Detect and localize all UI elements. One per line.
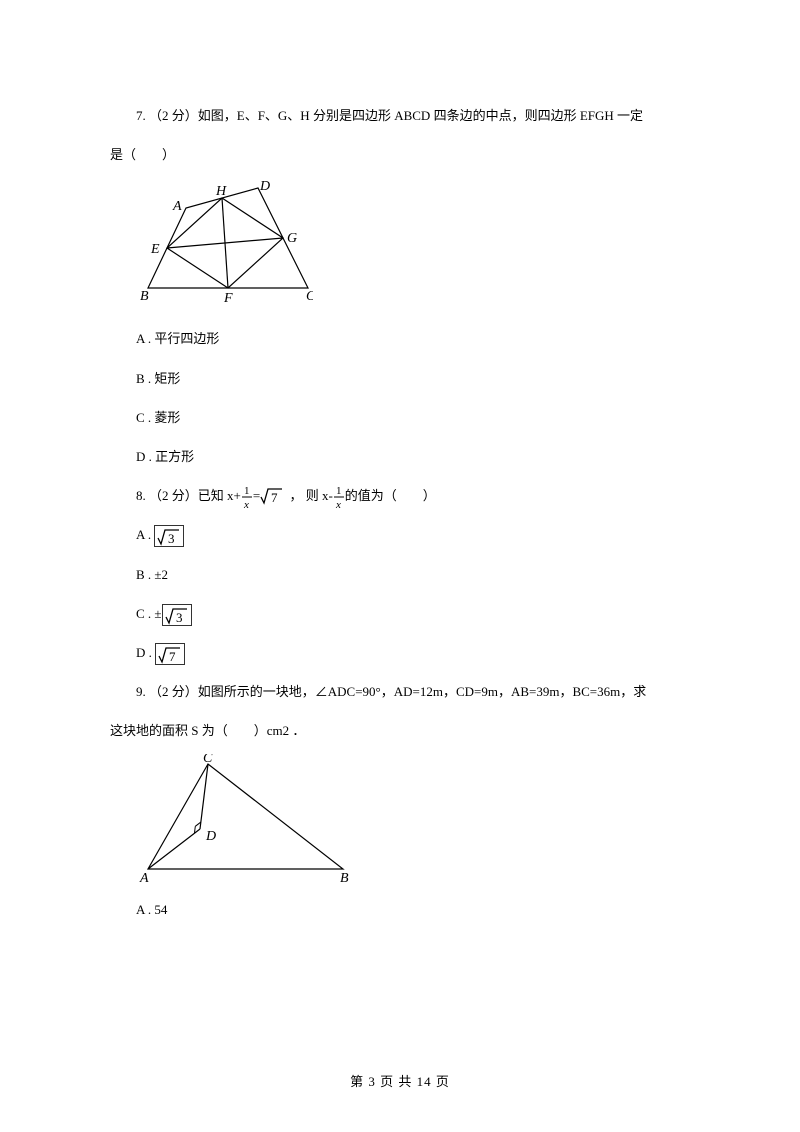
svg-text:B: B	[340, 871, 349, 884]
q7-option-d: D . 正方形	[110, 441, 690, 472]
q8-prefix: 8. （2 分）已知 x+	[136, 488, 241, 503]
svg-text:D: D	[259, 179, 270, 194]
q9-line2: 这块地的面积 S 为（ ）cm2 ．	[110, 715, 690, 746]
footer-mid: 页 共	[376, 1074, 417, 1089]
q7-option-c: C . 菱形	[110, 402, 690, 433]
svg-text:x: x	[243, 499, 249, 510]
svg-text:F: F	[223, 291, 233, 306]
page-footer: 第 3 页 共 14 页	[0, 1071, 800, 1090]
svg-text:7: 7	[169, 649, 176, 664]
svg-text:C: C	[306, 289, 313, 304]
svg-text:B: B	[140, 289, 149, 304]
q7-option-b: B . 矩形	[110, 363, 690, 394]
q9-line1: 9. （2 分）如图所示的一块地，∠ADC=90°，AD=12m，CD=9m，A…	[110, 676, 690, 707]
svg-text:1: 1	[336, 485, 342, 497]
svg-text:H: H	[215, 184, 227, 199]
q7-option-a: A . 平行四边形	[110, 323, 690, 354]
footer-suffix: 页	[432, 1074, 450, 1089]
svg-text:7: 7	[271, 490, 278, 505]
q9-diagram: A B C D	[138, 754, 690, 884]
footer-page: 3	[368, 1074, 376, 1089]
svg-text:3: 3	[176, 610, 183, 625]
q8-c-pre: C . ±	[136, 606, 162, 621]
svg-text:1: 1	[244, 485, 250, 497]
q8-option-a: A . 3	[110, 519, 690, 550]
q8-stem: 8. （2 分）已知 x+1x=7 ， 则 x-1x的值为（ ）	[110, 480, 690, 511]
q8-option-b: B . ±2	[110, 559, 690, 590]
q8-a-pre: A .	[136, 527, 154, 542]
q7-line1: 7. （2 分）如图，E、F、G、H 分别是四边形 ABCD 四条边的中点，则四…	[110, 100, 690, 131]
svg-text:E: E	[150, 242, 160, 257]
q8-option-c: C . ± 3	[110, 598, 690, 629]
svg-text:D: D	[205, 829, 216, 844]
svg-text:A: A	[172, 199, 182, 214]
footer-total: 14	[417, 1074, 432, 1089]
q8-mid2: ， 则 x-	[286, 488, 333, 503]
svg-text:A: A	[139, 871, 149, 884]
svg-text:C: C	[203, 754, 213, 766]
q9-option-a: A . 54	[110, 894, 690, 925]
svg-text:x: x	[335, 499, 341, 510]
q8-option-d: D . 7	[110, 637, 690, 668]
svg-text:3: 3	[168, 531, 175, 546]
q8-mid1: =	[253, 488, 260, 503]
q8-d-pre: D .	[136, 645, 155, 660]
q7-diagram: A B C D E F G H	[138, 178, 690, 313]
footer-prefix: 第	[350, 1074, 368, 1089]
q7-line2: 是（ ）	[110, 139, 690, 170]
q8-suffix: 的值为（ ）	[345, 488, 436, 503]
svg-text:G: G	[287, 231, 297, 246]
